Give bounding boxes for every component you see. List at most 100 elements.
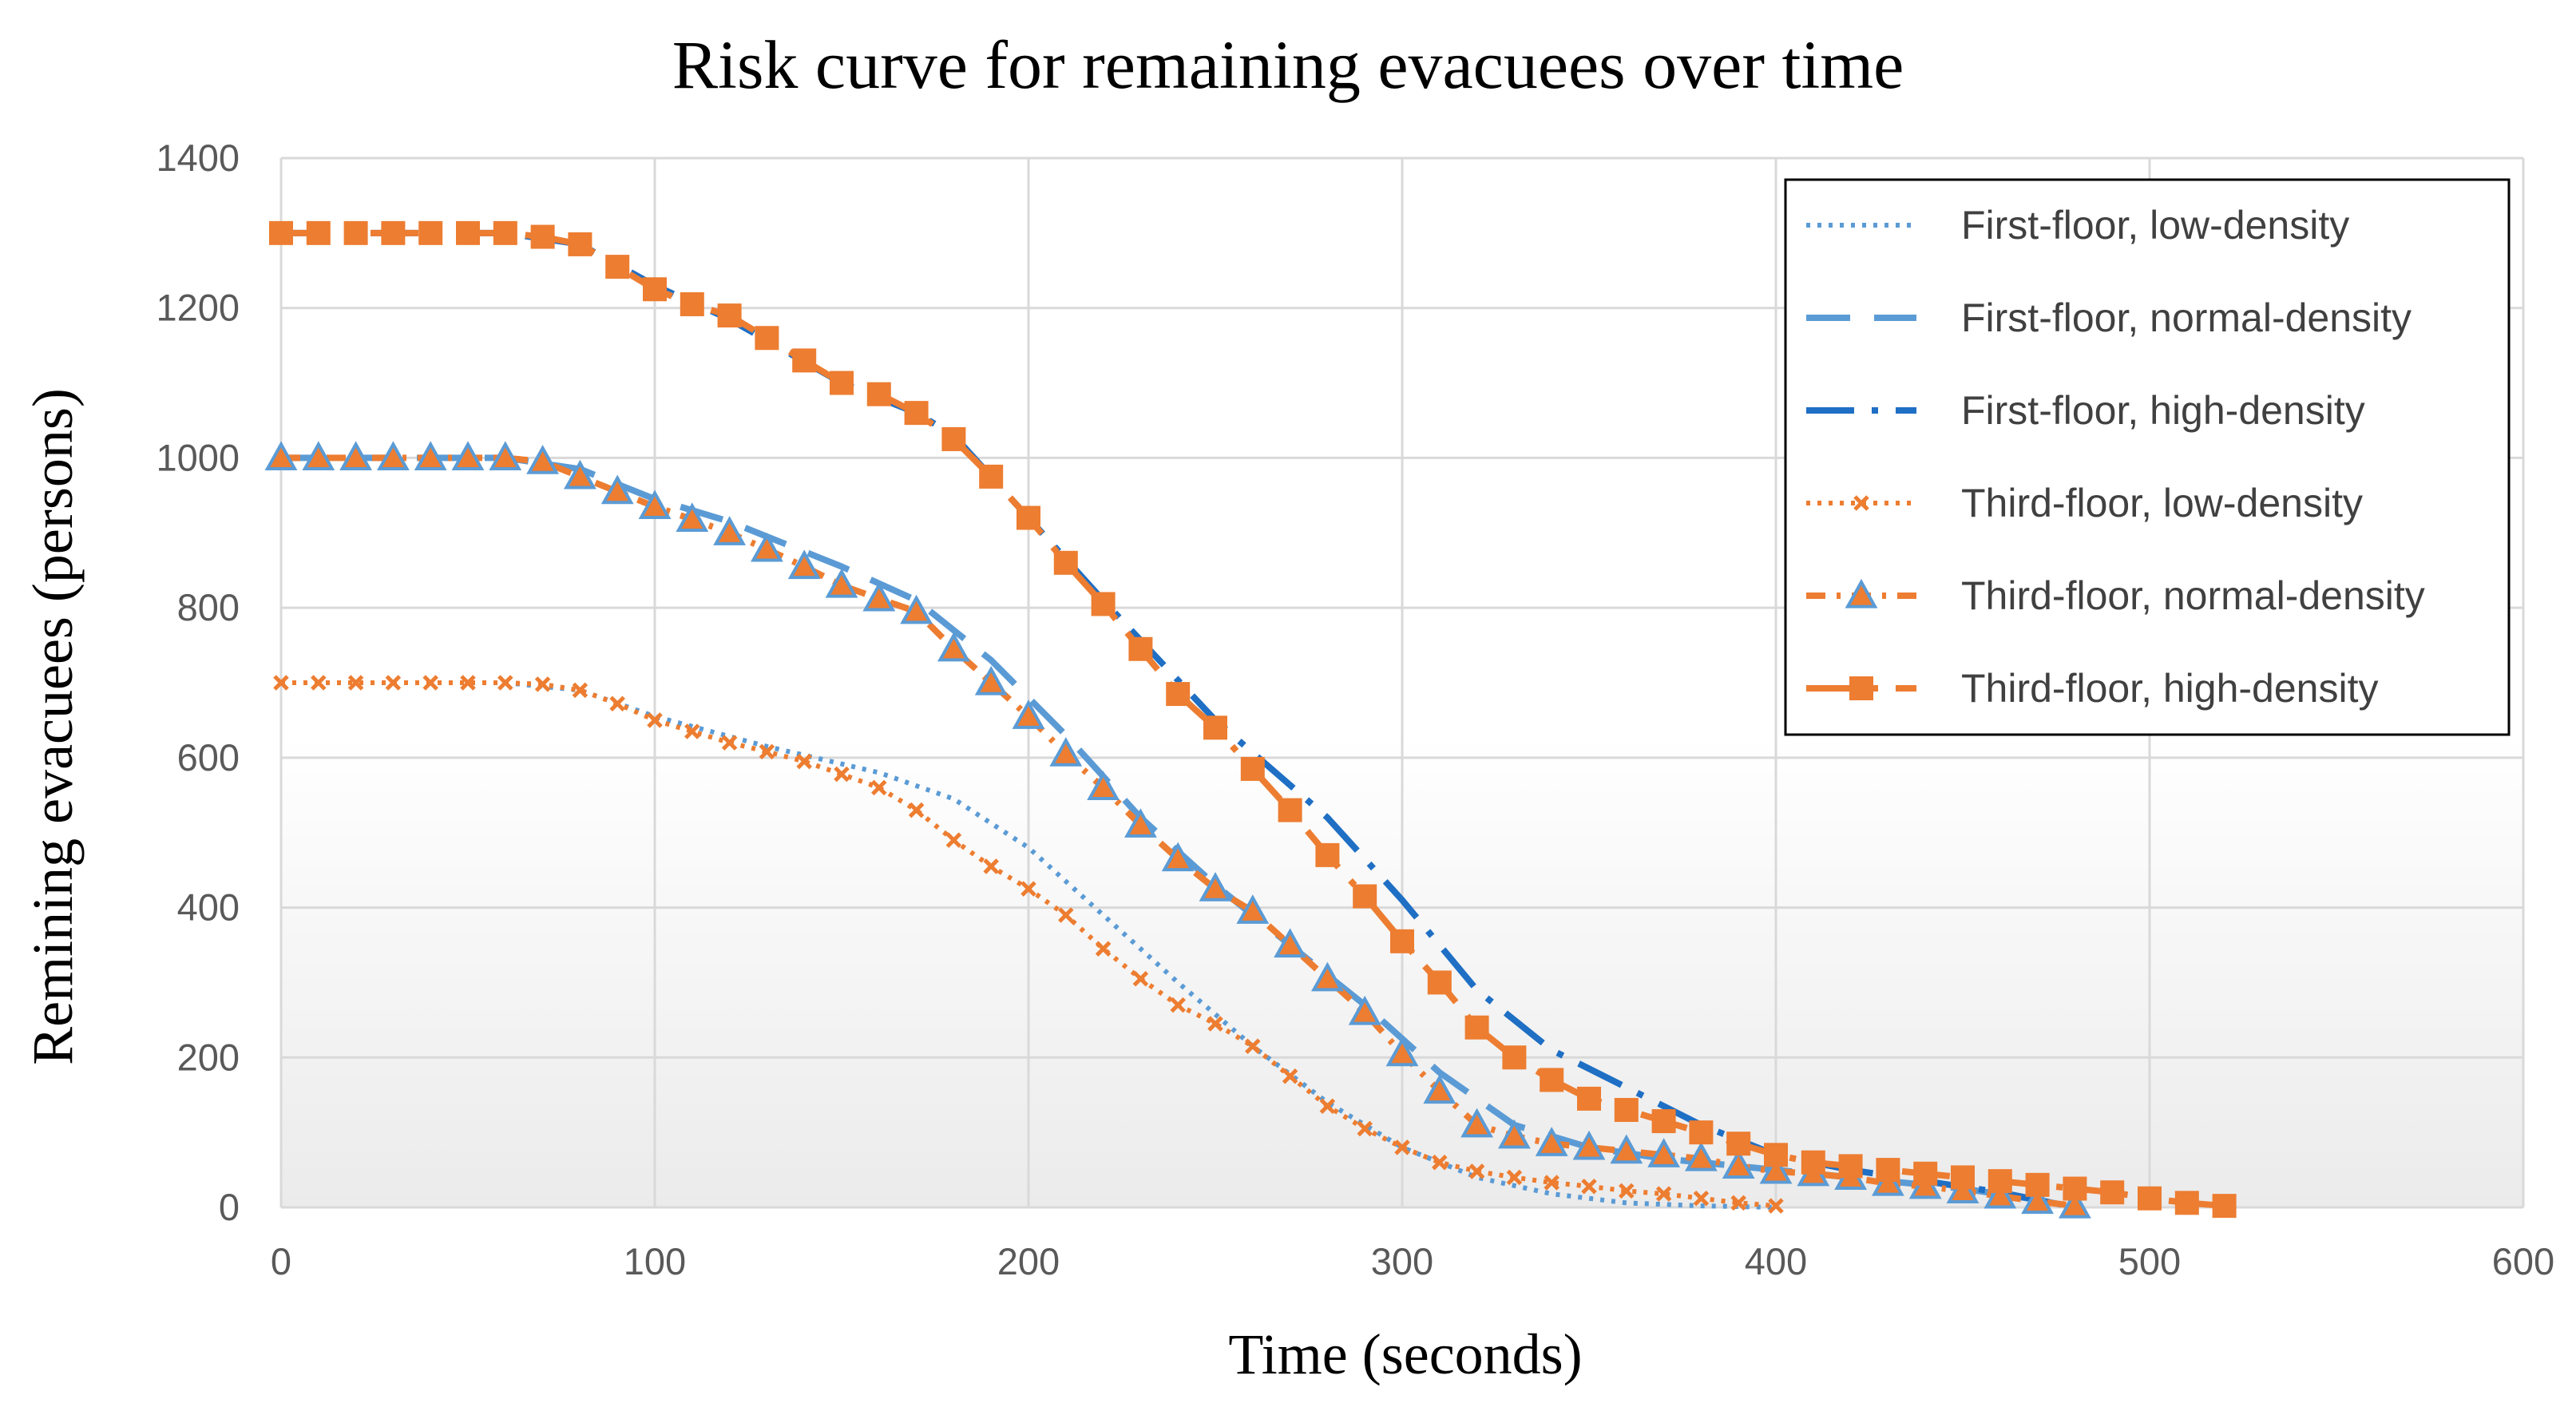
marker-point: [1394, 1139, 1410, 1155]
marker-point: [497, 675, 513, 691]
marker-point: [273, 675, 289, 691]
marker-point: [751, 532, 783, 562]
marker-point: [1095, 941, 1112, 957]
marker-point: [1544, 1175, 1559, 1191]
marker-point: [422, 675, 438, 691]
marker-point: [2025, 1172, 2050, 1197]
marker-point: [2174, 1191, 2199, 1215]
marker-point: [945, 832, 962, 848]
marker-point: [564, 459, 596, 489]
y-tick-label: 600: [177, 736, 240, 779]
marker-point: [862, 581, 896, 612]
marker-point: [1913, 1161, 1938, 1186]
marker-point: [1498, 1119, 1531, 1149]
legend-box: [1784, 178, 2511, 736]
marker-point: [721, 735, 738, 751]
marker-point: [572, 682, 589, 699]
marker-point: [643, 277, 667, 302]
legend-item: Third-floor, low-density: [1806, 481, 2363, 525]
y-tick-label: 1200: [156, 287, 240, 329]
y-axis-label: Remining evacuees (persons): [21, 388, 85, 1065]
marker-point: [1087, 771, 1120, 800]
marker-point: [1432, 1154, 1448, 1171]
marker-point: [1614, 1097, 1639, 1122]
marker-point: [1987, 1169, 2012, 1194]
marker-point: [1348, 995, 1381, 1025]
legend-item: Third-floor, high-density: [1806, 666, 2378, 711]
marker-point: [680, 292, 704, 317]
marker-point: [1199, 871, 1232, 902]
legend-label: Third-floor, normal-density: [1961, 573, 2425, 618]
marker-point: [1535, 1127, 1568, 1156]
marker-point: [1161, 842, 1195, 872]
marker-point: [451, 441, 485, 471]
marker-point: [302, 441, 335, 471]
marker-point: [269, 220, 293, 245]
marker-point: [1951, 1165, 1975, 1190]
marker-point: [937, 632, 970, 662]
marker-point: [2063, 1176, 2087, 1201]
x-tick-label: 600: [2492, 1240, 2554, 1282]
marker-point: [1049, 737, 1083, 767]
marker-point: [713, 516, 746, 545]
marker-point: [460, 675, 476, 691]
marker-point: [1240, 756, 1265, 781]
marker-point: [1693, 1190, 1710, 1207]
marker-point: [830, 371, 854, 395]
marker-point: [414, 441, 447, 471]
marker-point: [792, 348, 817, 373]
legend-item: First-floor, low-density: [1806, 203, 2349, 248]
marker-point: [871, 779, 887, 796]
marker-point: [1619, 1183, 1635, 1199]
marker-point: [1282, 1068, 1298, 1084]
marker-point: [1170, 997, 1186, 1013]
marker-point: [684, 723, 700, 739]
marker-point: [1468, 1163, 1485, 1179]
marker-point: [1838, 1154, 1863, 1179]
legend: First-floor, low-density First-floor, nor…: [1784, 178, 2511, 736]
marker-point: [2138, 1186, 2162, 1211]
marker-point: [534, 676, 551, 692]
marker-point: [1390, 929, 1414, 953]
marker-point: [1768, 1198, 1784, 1214]
marker-point: [2100, 1180, 2125, 1205]
marker-point: [339, 441, 372, 471]
series-5: [264, 441, 2091, 1219]
marker-point: [1572, 1130, 1606, 1160]
marker-legend: [1849, 676, 1873, 700]
marker-point: [1460, 1108, 1493, 1138]
marker-point: [1236, 894, 1270, 924]
x-tick-label: 200: [997, 1240, 1060, 1282]
marker-point: [974, 665, 1008, 696]
marker-point: [1207, 1016, 1223, 1032]
marker-point: [647, 712, 663, 728]
marker-point: [1020, 881, 1036, 897]
series-layer: [264, 220, 2237, 1219]
marker-point: [1012, 700, 1045, 729]
x-tick-label: 400: [1745, 1240, 1807, 1282]
marker-point: [979, 464, 1004, 489]
x-tick-label: 500: [2118, 1240, 2181, 1282]
marker-point: [1423, 1074, 1456, 1104]
marker-point: [600, 474, 634, 505]
series-line: [281, 680, 1777, 1210]
marker-point: [605, 255, 630, 279]
marker-point: [1319, 1098, 1336, 1115]
marker-point: [1655, 1186, 1672, 1202]
marker-point: [568, 232, 592, 256]
marker-point: [1876, 1158, 1900, 1183]
marker-point: [1278, 798, 1302, 822]
marker-point: [1581, 1178, 1597, 1195]
marker-point: [1091, 592, 1116, 616]
legend-label: First-floor, high-density: [1961, 388, 2365, 433]
marker-point: [1764, 1143, 1788, 1167]
marker-point: [1128, 636, 1153, 661]
legend-label: Third-floor, low-density: [1961, 481, 2363, 525]
marker-point: [676, 502, 709, 532]
y-tick-label: 800: [177, 586, 240, 628]
y-tick-label: 400: [177, 886, 240, 929]
marker-point: [1017, 505, 1040, 530]
marker-point: [264, 441, 298, 471]
marker-point: [1353, 884, 1377, 909]
marker-point: [866, 382, 891, 406]
